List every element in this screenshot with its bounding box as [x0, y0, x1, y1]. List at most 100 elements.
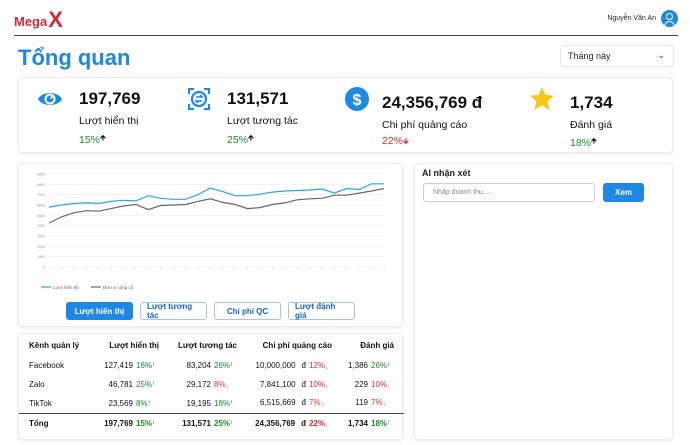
tab-reviews[interactable]: Lượt đánh giá [288, 302, 355, 320]
cell-value: 6,515,669 [259, 398, 296, 408]
user-avatar-icon[interactable] [661, 10, 678, 27]
kpi-interactions-label: Lượt tương tác [227, 115, 299, 127]
cell-value: 229 [354, 379, 368, 389]
revenue-input[interactable]: Nhập doanh thu..... [423, 183, 595, 202]
table-cell: 23,569 8%↑ [101, 394, 169, 413]
channel-name: TikTok [29, 398, 52, 408]
interaction-icon [188, 88, 210, 110]
arrow-up-icon: ↑ [230, 399, 234, 406]
col-ad-cost[interactable]: Chi phí quảng cáo [262, 340, 332, 350]
currency-unit: đ [301, 398, 306, 408]
arrow-up-icon: ↑ [387, 420, 391, 427]
channel-name: Tổng [19, 412, 101, 434]
chevron-down-icon: ⌄ [657, 50, 665, 60]
channel-table: Kênh quản lý Lượt hiển thị Lượt tương tá… [19, 334, 404, 434]
cell-change: 26%↑ [371, 361, 391, 370]
y-tick-label: 1000 [37, 255, 45, 259]
user-menu[interactable]: Nguyễn Văn An [607, 10, 678, 27]
arrow-down-icon: ↓ [325, 422, 329, 429]
cell-value: 24,356,769 [255, 418, 296, 428]
col-reviews[interactable]: Đánh giá [360, 340, 394, 350]
cell-value: 1,734 [347, 419, 368, 429]
kpi-impressions-change: 15%🡹 [79, 133, 106, 146]
y-tick-label: 7000 [37, 193, 45, 197]
cell-change: 15%↑ [136, 419, 156, 429]
tab-impressions[interactable]: Lượt hiển thị [66, 302, 133, 320]
arrow-up-icon: ↑ [230, 362, 234, 368]
page-title: Tổng quan [18, 45, 131, 70]
table-cell: 131,571 25%↑ [169, 412, 247, 434]
channel-name: Facebook [29, 361, 65, 370]
cell-value: 197,769 [104, 419, 133, 429]
arrow-up-icon: ↑ [152, 381, 156, 387]
arrow-down-icon: ↓ [325, 364, 329, 371]
table-cell: 127,419 16%↑ [101, 356, 169, 375]
col-impressions[interactable]: Lượt hiển thị [109, 340, 159, 350]
table-row: TikTok 23,569 8%↑ 19,195 18%↑ 6,515,669 đ 7%↓ 11… [19, 394, 404, 413]
cell-value: 7,841,100 [259, 379, 296, 389]
arrow-down-icon: ↓ [325, 383, 329, 390]
legend-label: Đơn vị cộng cổ [103, 284, 134, 290]
table-header-row: Kênh quản lý Lượt hiển thị Lượt tương tá… [19, 334, 404, 356]
cell-value: 29,172 [186, 379, 211, 389]
kpi-reviews-label: Đánh giá [570, 119, 613, 131]
arrow-up-icon: ↑ [230, 420, 234, 427]
cell-value: 127,419 [104, 361, 133, 370]
cell-value: 1,386 [347, 361, 368, 370]
arrow-down-icon: 🡻 [403, 137, 409, 146]
ai-insight-title: AI nhận xét [422, 168, 471, 178]
channel-table-card: Kênh quản lý Lượt hiển thị Lượt tương tá… [18, 333, 404, 440]
tab-interactions[interactable]: Lượt tương tác [140, 302, 207, 320]
kpi-reviews-change: 18%🡹 [570, 136, 597, 149]
top-bar: Mega X Nguyễn Văn An [0, 0, 690, 36]
cell-value: 10,000,000 [255, 360, 296, 370]
cell-change: 22%↓ [309, 418, 329, 429]
series-line [48, 183, 384, 208]
ai-insight-card: AI nhận xét Nhập doanh thu..... Xem [414, 163, 673, 440]
arrow-up-icon: ↑ [152, 420, 156, 427]
table-row: Zalo 46,781 25%↑ 29,172 8%↓ 7,841,100 đ 10%↓ 229… [19, 375, 404, 394]
dollar-icon: $ [345, 87, 369, 111]
arrow-up-icon: ↑ [152, 362, 156, 368]
tab-ad-cost[interactable]: Chi phí QC [214, 302, 281, 320]
table-cell: 229 10%↓ [342, 375, 404, 394]
brand-x-mark: X [48, 7, 63, 32]
kpi-interactions-value: 131,571 [227, 89, 289, 108]
table-cell: 6,515,669 đ 7%↓ [247, 394, 342, 413]
table-cell: 1,734 18%↑ [342, 412, 404, 434]
table-cell: 7,841,100 đ 10%↓ [247, 375, 342, 394]
table-cell: 197,769 15%↑ [101, 412, 169, 434]
table-total-row: Tổng 197,769 15%↑ 131,571 25%↑ 24,356,769 đ 22%… [19, 412, 404, 434]
cell-change: 25%↑ [214, 419, 234, 429]
table-cell: 1,386 26%↑ [342, 356, 404, 375]
brand-logo[interactable]: Mega X [14, 7, 63, 32]
line-chart: 0 1000 2000 3000 4000 5000 6000 7000 8000 9000 Lượ… [37, 173, 385, 290]
table-cell: 46,781 25%↑ [101, 375, 169, 394]
col-channel[interactable]: Kênh quản lý [29, 340, 80, 350]
arrow-up-icon: 🡹 [248, 133, 254, 142]
cell-value: 23,569 [108, 398, 133, 408]
arrow-down-icon: ↓ [225, 383, 229, 390]
arrow-up-icon: ↑ [387, 362, 391, 368]
cell-change: 18%↑ [214, 398, 234, 408]
arrow-up-icon: ↑ [147, 399, 151, 406]
arrow-up-icon: 🡹 [591, 136, 597, 145]
y-tick-label: 9000 [37, 173, 45, 177]
kpi-ad-cost-change: 22%🡻 [382, 135, 409, 147]
col-interactions[interactable]: Lượt tương tác [178, 340, 237, 350]
kpi-ad-cost-value: 24,356,769 đ [382, 93, 483, 112]
table-cell: 119 7%↓ [342, 394, 404, 413]
cell-change: 26%↑ [214, 361, 234, 370]
arrow-down-icon: ↓ [382, 402, 386, 409]
table-cell: 24,356,769 đ 22%↓ [247, 412, 342, 434]
period-select[interactable]: Tháng này ⌄ [560, 45, 674, 67]
view-button[interactable]: Xem [603, 183, 644, 202]
cell-value: 19,195 [186, 398, 211, 408]
cell-value: 83,204 [186, 361, 211, 370]
star-icon [530, 87, 554, 110]
header-divider [14, 35, 678, 36]
cell-change: 7%↓ [371, 398, 386, 409]
y-tick-label: 6000 [37, 204, 45, 208]
y-tick-label: 2000 [37, 245, 45, 249]
cell-value: 46,781 [108, 380, 133, 389]
